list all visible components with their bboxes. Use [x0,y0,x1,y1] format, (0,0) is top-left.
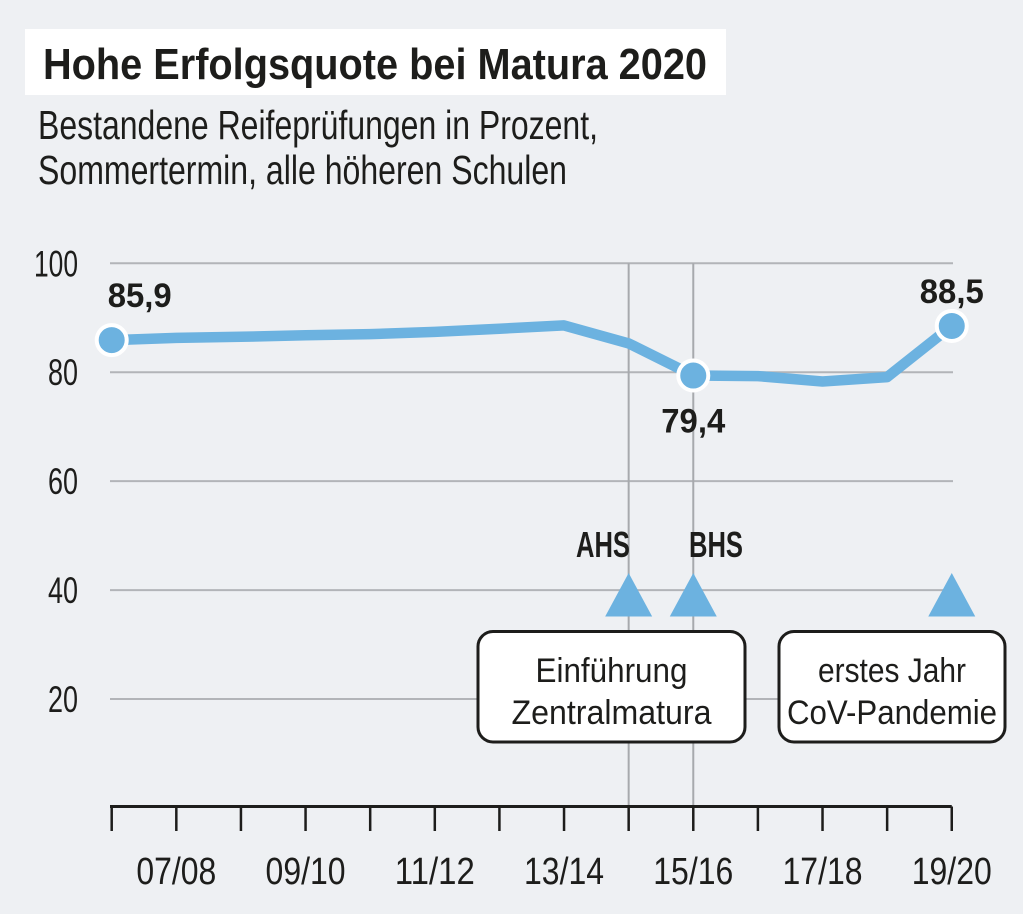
callout-pandemie-line2: CoV-Pandemie [787,694,997,732]
triangle-marker-14-15 [605,573,653,617]
y-axis-label: 60 [48,461,78,502]
data-point-06-07 [94,323,129,358]
subtitle-line-2: Sommertermin, alle höheren Schulen [38,147,567,193]
callout-pandemie: erstes Jahr CoV-Pandemie [777,630,1007,744]
y-gridlines-group: 100 80 60 40 20 [34,243,953,720]
page-title: Hohe Erfolgsquote bei Matura 2020 [43,40,707,89]
success-rate-line [111,320,956,387]
callout-pandemie-line1: erstes Jahr [818,652,966,690]
x-axis-label: 07/08 [136,851,216,893]
triangle-marker-15-16 [669,573,717,617]
y-axis-label: 100 [34,243,78,284]
triangle-marker-19-20 [928,573,976,617]
y-axis-label: 40 [48,570,78,611]
data-series-group: 85,9 79,4 88,5 [94,273,984,441]
data-point-label: 85,9 [108,277,172,315]
title-background [25,29,726,95]
x-axis-label: 17/18 [783,851,863,893]
callout-pandemie-box [777,630,1007,744]
data-point-label: 79,4 [661,403,725,441]
ahs-label: AHS [576,524,630,565]
y-axis-label: 20 [48,679,78,720]
x-axis-label: 15/16 [653,851,733,893]
callout-zentralmatura-box [476,630,747,744]
x-axis-group: 07/08 09/10 11/12 13/14 15/16 17/18 19/20 [110,805,992,893]
data-point-15-16 [676,358,711,393]
x-axis-label: 11/12 [395,851,475,893]
callout-zentralmatura-line2: Zentralmatura [512,694,712,732]
data-point-19-20 [934,308,969,343]
bhs-label: BHS [689,524,743,565]
callout-zentralmatura-line1: Einführung [536,652,688,690]
y-axis-label: 80 [48,352,78,393]
data-point-label: 88,5 [920,273,984,311]
subtitle-line-1: Bestandene Reifeprüfungen in Prozent, [38,102,598,148]
x-axis-label: 09/10 [266,851,346,893]
x-axis-label: 19/20 [912,851,992,893]
x-axis-label: 13/14 [524,851,604,893]
callout-zentralmatura: Einführung Zentralmatura [476,630,747,744]
triangle-markers-group [605,573,976,617]
